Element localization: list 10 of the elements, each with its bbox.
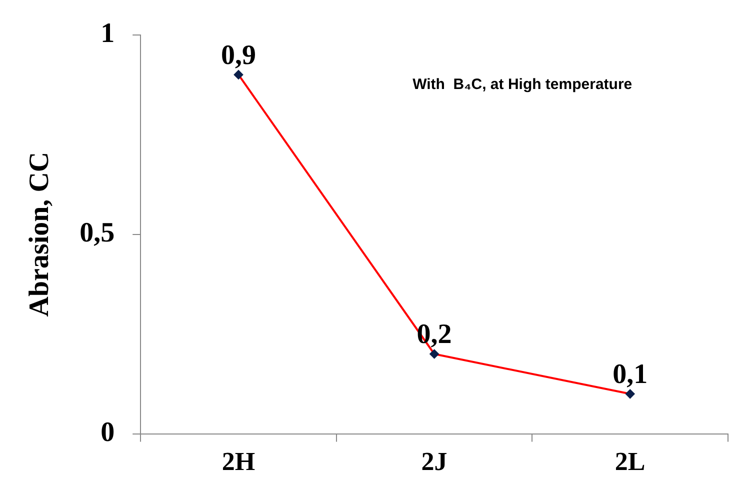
- annotation: With B₄C, at High temperature: [412, 76, 632, 93]
- y-axis-title: Abrasion, CC: [24, 152, 56, 317]
- y-tick-label: 1: [100, 18, 115, 50]
- y-tick-label: 0,5: [80, 218, 115, 249]
- x-tick-label: 2L: [614, 447, 646, 476]
- x-tick-label: 2H: [222, 447, 256, 476]
- y-tick-label: 0: [100, 417, 115, 448]
- data-label: 0,9: [221, 40, 256, 71]
- x-tick-label: 2J: [421, 447, 448, 476]
- data-label: 0,1: [612, 359, 648, 390]
